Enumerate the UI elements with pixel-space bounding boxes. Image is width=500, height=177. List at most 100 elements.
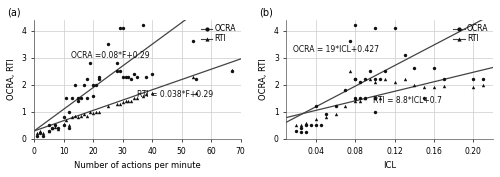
Point [440,85,448,87]
Point [54,127,62,129]
Point [66,127,74,129]
Point [366,78,374,81]
Point [60,124,68,127]
Point [312,117,320,120]
Point [356,81,364,83]
Point [302,131,310,133]
Point [332,105,340,108]
Point [74,97,82,100]
Point [371,78,379,81]
Point [118,26,126,29]
Point [86,110,94,113]
Point [430,86,438,89]
Point [400,53,408,56]
Point [134,97,141,100]
Point [297,127,305,129]
Point [122,75,130,78]
Point [116,102,124,105]
Point [68,97,76,100]
Point [89,94,97,97]
Point [440,78,448,81]
Point [302,121,310,124]
Point [66,110,74,113]
Point [80,83,88,86]
Point [66,124,74,127]
Point [322,116,330,119]
Point [352,97,360,100]
Text: (a): (a) [7,7,21,17]
Point [112,102,120,105]
Point [116,70,124,73]
Point [77,114,85,117]
Point [39,135,47,138]
Point [50,124,58,127]
Point [118,75,126,78]
Point [60,122,68,125]
Point [352,99,360,102]
Point [112,70,120,73]
Point [62,118,70,121]
Point [139,94,147,97]
Text: OCRA =0.08*F+0.29: OCRA =0.08*F+0.29 [71,51,150,60]
Point [371,97,379,100]
Point [352,78,360,81]
Point [124,99,132,102]
Point [342,89,349,92]
Text: RTI = 0.038*F+0.29: RTI = 0.038*F+0.29 [138,90,214,99]
Point [48,127,56,129]
Point [228,68,236,71]
Point [361,78,369,81]
Point [420,86,428,89]
Point [400,78,408,81]
Text: OCRA = 19*ICL+0.427: OCRA = 19*ICL+0.427 [292,45,378,54]
Point [148,91,156,94]
Point [80,113,88,116]
Point [124,75,132,78]
Point [74,116,82,119]
Point [297,131,305,133]
Point [77,97,85,100]
Point [361,97,369,100]
Point [420,97,428,100]
Point [72,83,80,86]
Point [128,78,136,81]
Point [228,70,236,73]
Point [33,132,41,135]
Point [390,81,398,83]
Point [371,97,379,100]
Point [390,26,398,29]
Point [89,112,97,115]
Point [352,97,360,100]
Point [317,124,325,127]
Point [346,70,354,73]
Point [371,110,379,113]
Point [128,99,136,102]
Point [83,114,91,117]
Point [190,40,198,43]
Point [50,125,58,128]
Point [142,75,150,78]
Point [312,124,320,127]
Text: (b): (b) [260,7,274,17]
Point [356,97,364,100]
Point [376,78,384,81]
Point [134,75,141,78]
Point [376,97,384,100]
Point [95,75,103,78]
Point [33,135,41,138]
Point [371,81,379,83]
Point [139,24,147,27]
Point [74,99,82,102]
Point [190,75,198,78]
Point [470,86,478,89]
Point [104,43,112,45]
Point [410,67,418,70]
Point [346,40,354,43]
Point [342,105,349,108]
Point [312,105,320,108]
Point [83,97,91,100]
Point [352,97,360,100]
Point [89,83,97,86]
Point [371,26,379,29]
Point [45,129,53,132]
